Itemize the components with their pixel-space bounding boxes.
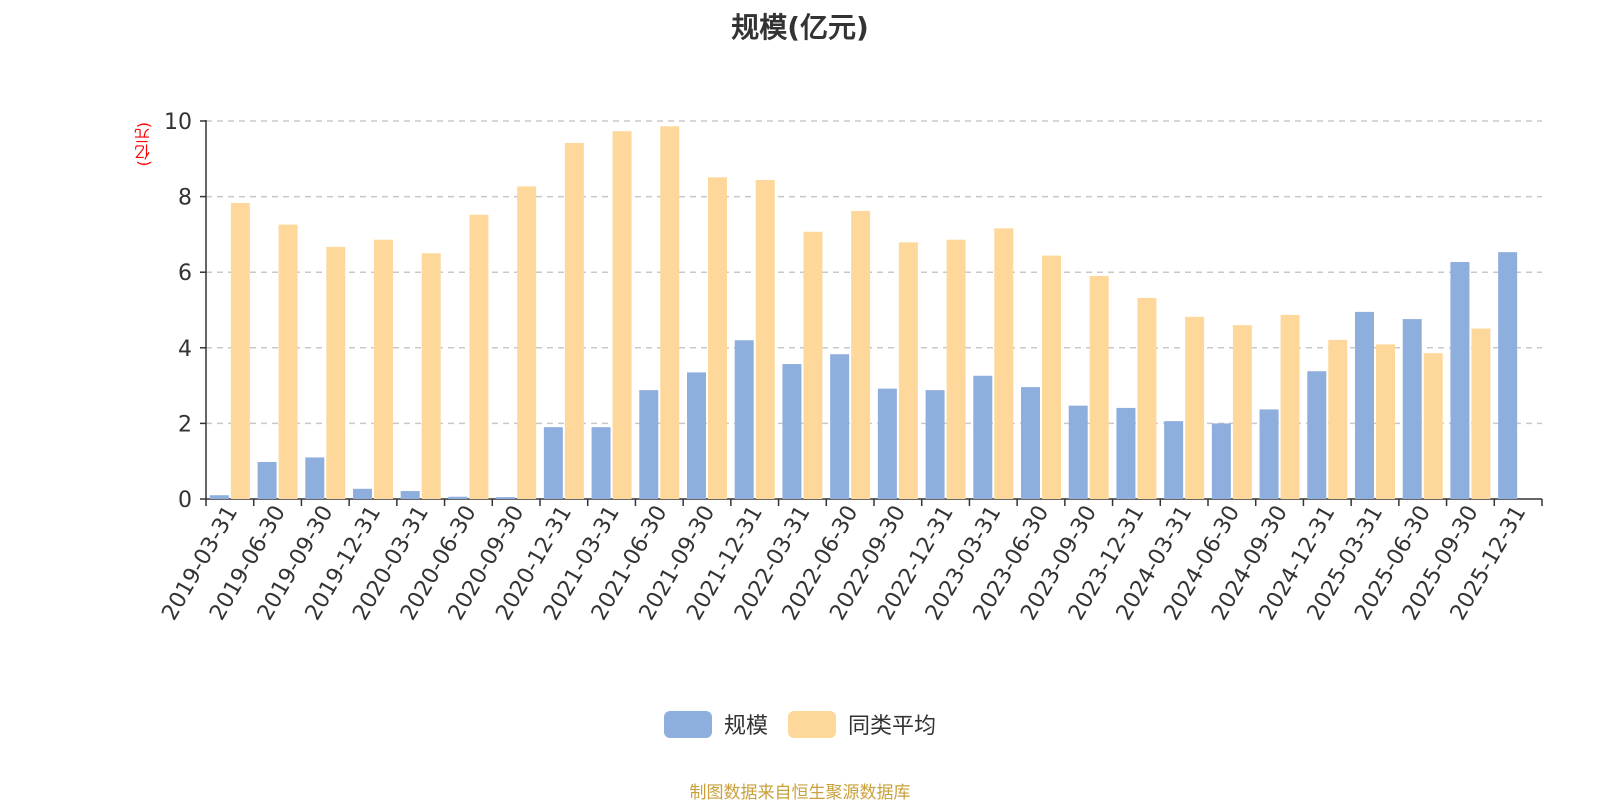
y-tick-label: 0	[178, 488, 192, 513]
bar-scale	[830, 354, 850, 499]
bar-scale	[1355, 311, 1374, 499]
legend-label-scale: 规模	[723, 714, 768, 739]
bar-peer-average	[421, 253, 441, 499]
bar-scale	[209, 495, 229, 499]
bar-scale	[1450, 261, 1470, 499]
bar-peer-average	[1376, 344, 1395, 499]
y-tick-label: 10	[164, 110, 192, 135]
bar-peer-average	[612, 131, 632, 499]
bar-peer-average	[326, 246, 346, 499]
bar-scale	[400, 491, 420, 499]
legend-swatch-scale	[663, 710, 712, 738]
bar-peer-average	[755, 179, 775, 499]
bar-scale	[448, 496, 468, 499]
bar-scale	[1402, 319, 1422, 499]
bar-scale	[543, 427, 563, 499]
y-tick-label: 4	[178, 337, 192, 362]
bar-peer-average	[1423, 353, 1443, 499]
legend-swatch-peer-average	[788, 710, 836, 738]
bar-scale	[639, 390, 659, 499]
bar-peer-average	[1232, 325, 1252, 499]
bar-peer-average	[564, 142, 584, 499]
bar-peer-average	[1328, 339, 1348, 499]
y-tick-label: 8	[178, 186, 192, 211]
bar-peer-average	[708, 177, 727, 499]
bar-scale	[1211, 423, 1231, 499]
bar-scale	[1116, 407, 1136, 499]
bar-scale	[1498, 252, 1518, 499]
bar-scale	[877, 388, 897, 499]
bar-scale	[1259, 409, 1279, 499]
data-source-note: 制图数据来自恒生聚源数据库	[689, 783, 911, 803]
bar-scale	[591, 427, 611, 499]
bar-scale	[1021, 387, 1040, 499]
bar-peer-average	[517, 186, 537, 500]
bar-peer-average	[851, 210, 871, 500]
bar-scale	[1068, 405, 1088, 499]
y-tick-label: 2	[178, 412, 192, 437]
bar-peer-average	[898, 242, 918, 499]
bar-peer-average	[230, 203, 250, 499]
bar-peer-average	[946, 239, 966, 499]
bar-peer-average	[278, 224, 298, 499]
legend-item-scale[interactable]: 规模	[663, 708, 768, 740]
bar-peer-average	[374, 239, 393, 499]
bar-scale	[782, 364, 802, 499]
bar-peer-average	[1185, 316, 1205, 499]
bar-scale	[353, 488, 372, 499]
legend-item-peer-average[interactable]: 同类平均	[788, 708, 936, 740]
bar-scale	[973, 375, 993, 499]
bar-peer-average	[660, 126, 680, 500]
legend: 规模 同类平均	[0, 708, 1600, 740]
bar-scale	[734, 340, 754, 499]
chart-title: 规模(亿元)	[731, 11, 869, 44]
bar-peer-average	[1280, 314, 1300, 499]
bar-scale	[1307, 371, 1327, 499]
bar-peer-average	[1471, 328, 1491, 499]
bar-scale	[496, 497, 516, 499]
bar-peer-average	[1089, 275, 1109, 499]
bar-chart: 02468102019-03-312019-06-302019-09-30201…	[157, 110, 1543, 625]
bar-peer-average	[994, 228, 1014, 500]
bar-scale	[305, 457, 325, 499]
bar-peer-average	[803, 231, 823, 499]
bar-peer-average	[1137, 297, 1157, 499]
legend-label-peer-average: 同类平均	[848, 714, 937, 739]
bar-scale	[1164, 421, 1184, 499]
bar-scale	[925, 390, 945, 499]
y-tick-label: 6	[178, 261, 192, 286]
bar-scale	[257, 461, 277, 499]
bar-peer-average	[1042, 255, 1061, 499]
bar-peer-average	[469, 214, 489, 499]
bar-scale	[687, 372, 706, 499]
